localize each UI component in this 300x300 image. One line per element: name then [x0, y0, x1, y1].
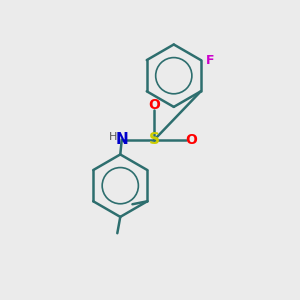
- Text: H: H: [109, 132, 117, 142]
- Text: O: O: [148, 98, 160, 112]
- Text: O: O: [186, 133, 197, 147]
- Text: S: S: [149, 132, 160, 147]
- Text: N: N: [116, 132, 128, 147]
- Text: F: F: [206, 54, 215, 67]
